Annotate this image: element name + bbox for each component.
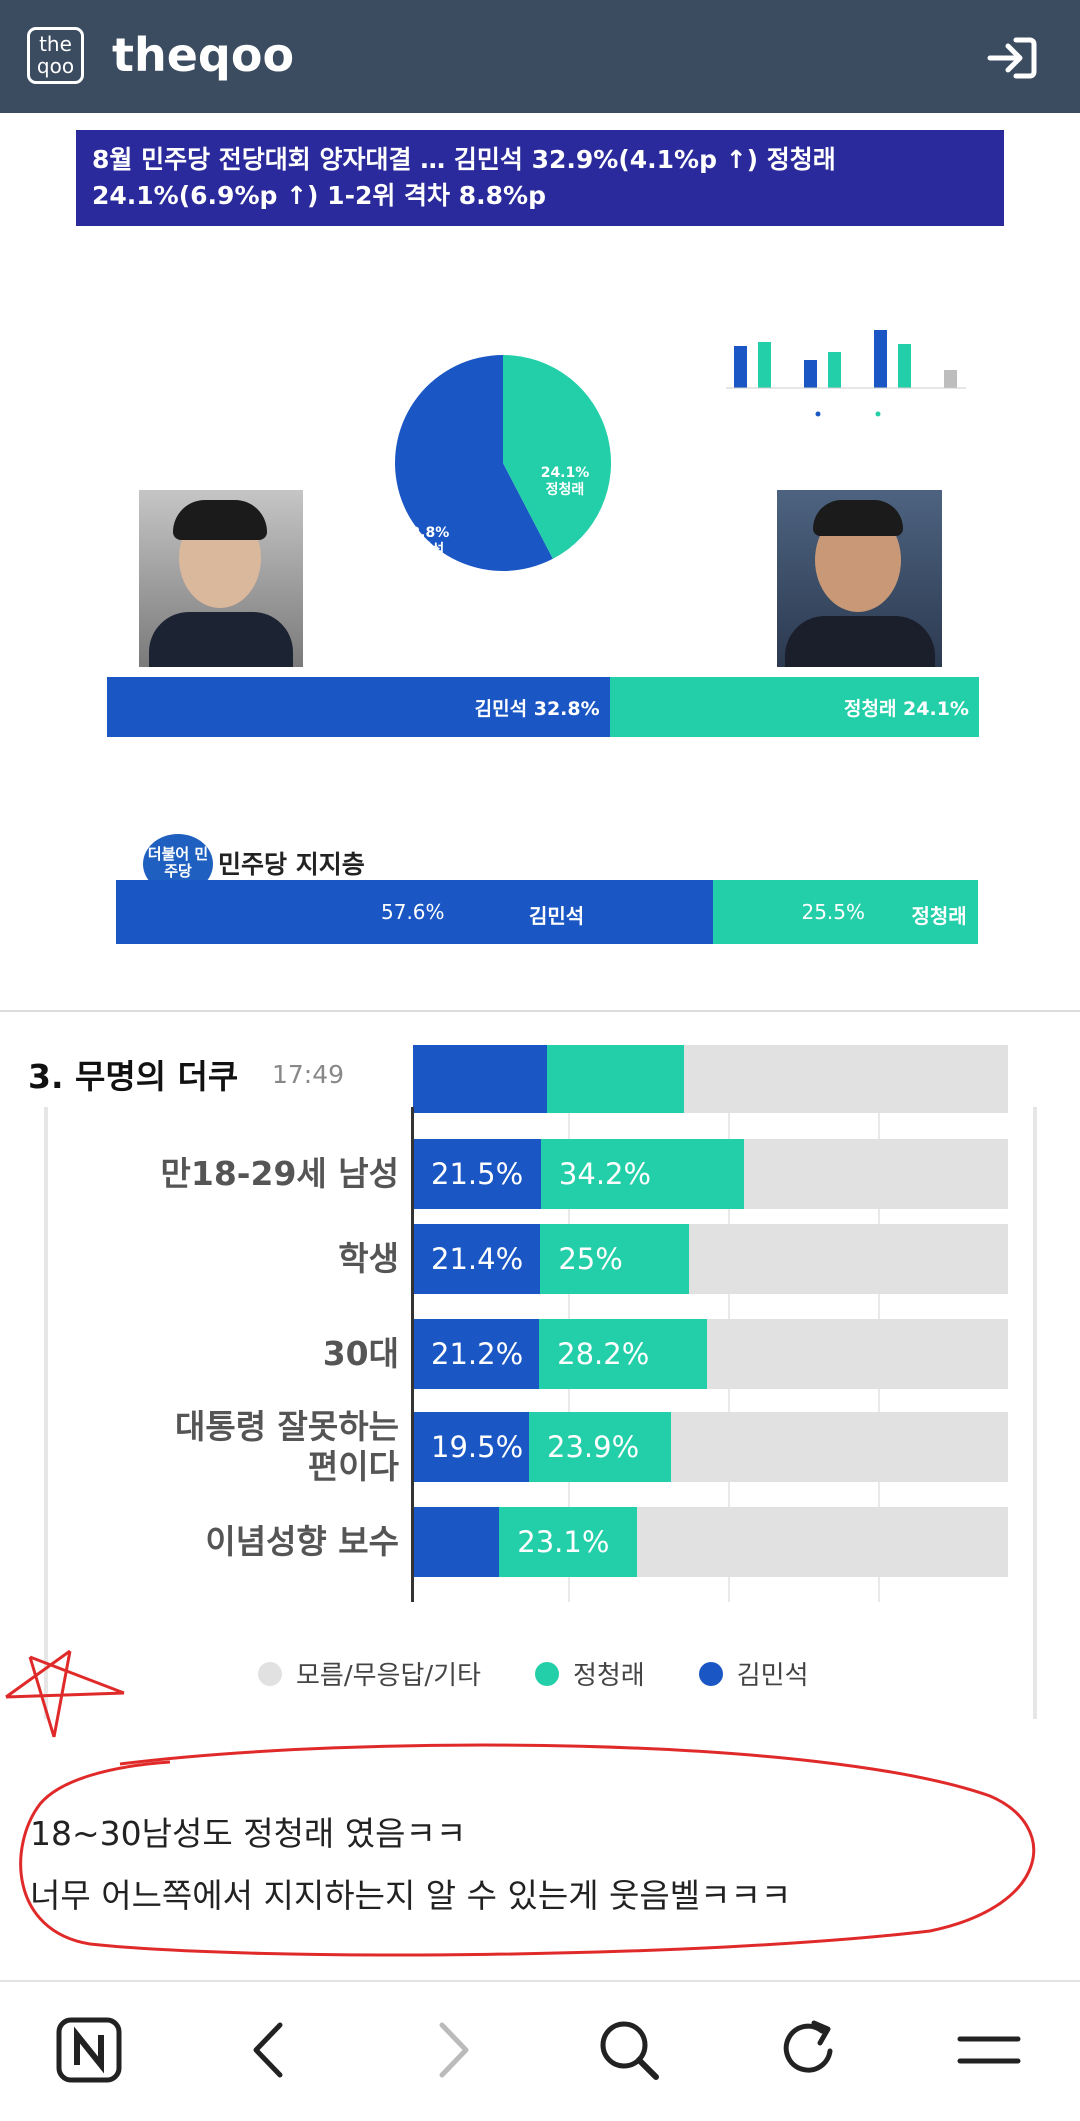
category-label: 30대 [322, 1334, 399, 1373]
stacked-bar: 21.2% 28.2% [413, 1319, 1008, 1389]
chart-legend: 모름/무응답/기타 정청래 김민석 [258, 1655, 863, 1692]
bar-segment: 28.2% [539, 1319, 707, 1389]
comment-body: 18~30남성도 정청래 였음ㅋㅋ 너무 어느쪽에서 지지하는지 알 수 있는게… [30, 1803, 791, 1927]
top-app-bar: the qoo theqoo [0, 0, 1080, 113]
mini-bar-chart-image [726, 330, 966, 417]
party-bar-kim-pct: 57.6% [381, 900, 445, 924]
bar-segment [744, 1139, 1008, 1209]
pie-chart: 24.1% 정청래 32.8% 김민석 [395, 355, 611, 571]
legend-item: 정청래 [534, 1655, 645, 1692]
category-label: 대통령 잘못하는 편이다 [174, 1407, 399, 1486]
bar-segment-kim: 김민석 32.8% [107, 677, 610, 737]
red-star-doodle [5, 1649, 125, 1738]
party-bar-segment-jung: 25.5% 정청래 [713, 880, 978, 944]
headline-line-2: 24.1%(6.9%p ↑) 1-2위 격차 8.8%p [92, 181, 546, 210]
pie-label-jung-pct: 24.1% [541, 465, 590, 481]
headline-line-1: 8월 민주당 전당대회 양자대결 … 김민석 32.9%(4.1%p ↑) 정청… [92, 145, 836, 174]
bar-segment: 19.5% [413, 1412, 530, 1482]
legend-dot [698, 1661, 723, 1686]
category-label: 만18-29세 남성 [160, 1154, 399, 1193]
bar-segment [706, 1319, 1008, 1389]
stacked-bar: 21.5% 34.2% [413, 1139, 1008, 1209]
pie-label-kim-name: 김민석 [406, 541, 445, 558]
post-divider [0, 1010, 1080, 1012]
bar-segment: 23.1% [499, 1507, 637, 1577]
party-bar-jung-pct: 25.5% [801, 900, 866, 924]
forward-icon[interactable] [418, 2015, 488, 2085]
legend-item: 김민석 [698, 1655, 809, 1692]
pie-slice-kim [395, 355, 553, 571]
stacked-bar: 21.4% 25% [413, 1224, 1008, 1294]
comment-line-1: 18~30남성도 정청래 였음ㅋㅋ [30, 1814, 467, 1853]
logo-text-top: the [39, 32, 72, 56]
bar-segment: 25% [540, 1224, 690, 1294]
legend-label: 김민석 [736, 1661, 809, 1691]
bar-segment: 21.5% [413, 1139, 541, 1209]
legend-dot [258, 1661, 282, 1686]
bar-label-jung: 정청래 24.1% [844, 697, 969, 720]
pie-label-kim-pct: 32.8% [401, 525, 450, 541]
pie-slice-jung [503, 355, 611, 559]
chart-rows: 만18-29세 남성 21.5% 34.2% 학생 21.4% 25% 30대 21.2% 28… [48, 1045, 1033, 1719]
y-axis-line [411, 1107, 414, 1602]
photo-kim-minseok [139, 490, 303, 667]
party-bar-jung-name: 정청래 [911, 904, 967, 928]
legend-item: 모름/무응답/기타 [258, 1655, 481, 1692]
search-icon[interactable] [594, 2015, 664, 2085]
login-arrow-icon[interactable] [986, 36, 1038, 80]
site-title[interactable]: theqoo [112, 28, 295, 82]
red-circle-doodle [19, 1743, 1036, 1957]
bar-segment: 23.9% [529, 1412, 672, 1482]
nav-divider [0, 1980, 1080, 1982]
stacked-bar-chart-image: 만18-29세 남성 21.5% 34.2% 학생 21.4% 25% 30대 21.2% 28… [44, 1045, 1037, 1719]
category-label: 이념성향 보수 [205, 1522, 399, 1561]
theqoo-logo[interactable]: the qoo [27, 27, 84, 84]
bar-segment-jung: 정청래 24.1% [609, 677, 979, 737]
bar-segment [671, 1412, 1008, 1482]
bar-segment: 21.2% [413, 1319, 540, 1389]
cropped-bar [413, 1045, 1008, 1113]
stacked-bar: 19.5% 23.9% [413, 1412, 1008, 1482]
bar-segment: 21.4% [413, 1224, 541, 1294]
pie-label-jung-name: 정청래 [546, 481, 585, 498]
menu-icon[interactable] [954, 2015, 1024, 2085]
naver-n-icon[interactable] [54, 2015, 124, 2085]
comment-author: 3. 무명의 더쿠 [28, 1057, 239, 1096]
photo-jung-cheongrae [777, 490, 942, 667]
bar-segment [636, 1507, 1008, 1577]
stacked-bar: 23.1% [413, 1507, 1008, 1577]
bar-segment [689, 1224, 1008, 1294]
party-supporters-label: 민주당 지지층 [218, 850, 365, 879]
legend-label: 정청래 [572, 1661, 645, 1691]
legend-label: 모름/무응답/기타 [296, 1661, 481, 1691]
bottom-navigation-bar [0, 1985, 1080, 2121]
news-headline: 8월 민주당 전당대회 양자대결 … 김민석 32.9%(4.1%p ↑) 정청… [76, 130, 1004, 226]
party-bar-segment-kim: 57.6% 김민석 [116, 880, 714, 944]
back-icon[interactable] [234, 2015, 304, 2085]
party-bar-kim-name: 김민석 [529, 904, 585, 928]
bar-segment [413, 1507, 500, 1577]
comment-line-2: 너무 어느쪽에서 지지하는지 알 수 있는게 웃음벨ㅋㅋㅋ [30, 1876, 792, 1915]
category-label: 학생 [338, 1239, 399, 1278]
party-support-bar: 57.6% 김민석 25.5% 정청래 [116, 880, 978, 944]
bar-segment: 34.2% [540, 1139, 745, 1209]
logo-text-bottom: qoo [36, 54, 75, 78]
comment-time: 17:49 [272, 1060, 345, 1089]
legend-dot [534, 1661, 559, 1686]
overall-support-bar: 김민석 32.8% 정청래 24.1% [107, 677, 979, 737]
bar-label-kim: 김민석 32.8% [474, 697, 600, 720]
refresh-icon[interactable] [774, 2015, 844, 2085]
